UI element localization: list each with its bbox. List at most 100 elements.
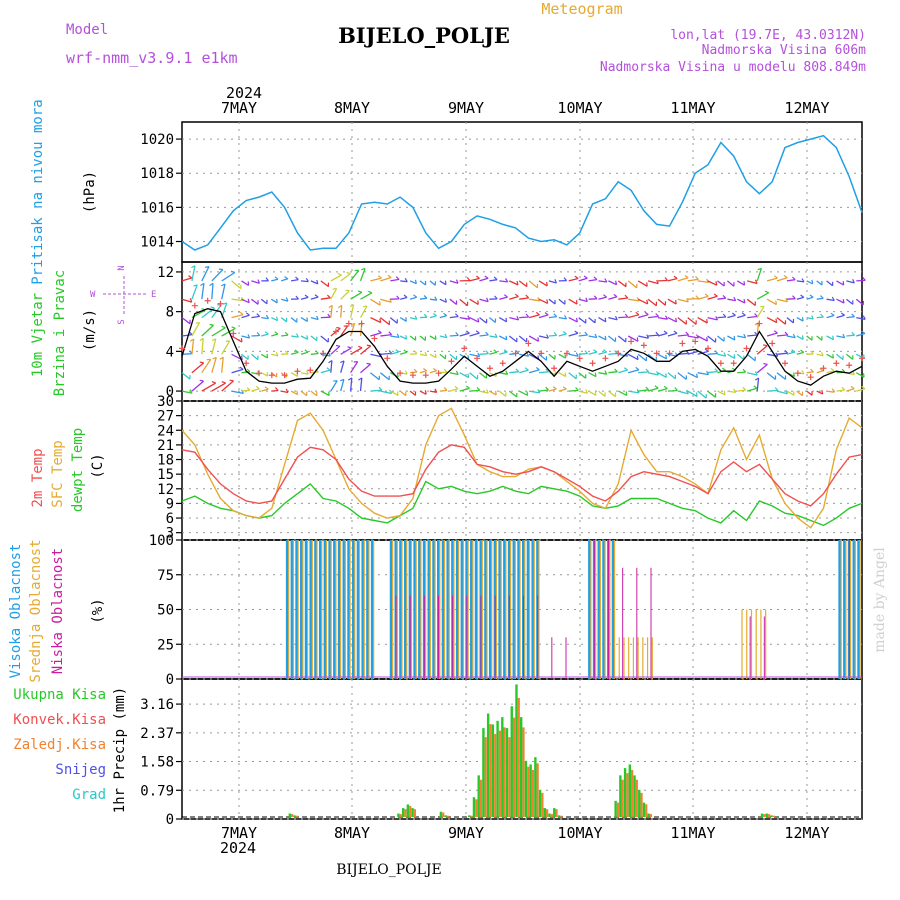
- wind-barb-tip: [434, 388, 438, 393]
- wind-barb: [647, 280, 659, 285]
- high-cloud-bar: [314, 540, 317, 679]
- wind-barb: [211, 327, 226, 337]
- wind-barb: [400, 351, 408, 355]
- high-cloud-bar: [512, 540, 516, 679]
- wind-barb-tip: [594, 391, 597, 396]
- gust-marker: [666, 350, 673, 357]
- wind-barb: [717, 390, 726, 396]
- wind-barb: [538, 353, 547, 361]
- wind-barb: [370, 298, 381, 306]
- wind-barb: [747, 280, 758, 285]
- wind-barb-tip: [275, 352, 279, 357]
- wind-barb: [826, 353, 834, 359]
- wind-barb-tip: [809, 294, 814, 298]
- wind-barb: [786, 298, 796, 300]
- wind-barb-tip: [414, 279, 417, 284]
- strat-precip-bar: [475, 799, 478, 817]
- wind-barb: [380, 352, 392, 355]
- wind-barb-tip: [265, 314, 270, 319]
- low-cloud-bar: [409, 595, 411, 679]
- wind-barb: [181, 333, 193, 337]
- wind-barb: [498, 317, 507, 323]
- wind-barb-tip: [403, 349, 408, 353]
- wind-barb: [439, 298, 447, 303]
- high-cloud-bar: [427, 540, 431, 679]
- high-cloud-bar: [857, 540, 860, 679]
- wind-barb-tip: [775, 352, 779, 357]
- wind-barb: [489, 335, 498, 338]
- wind-barb: [568, 353, 579, 357]
- mid-cloud-bar: [533, 540, 535, 679]
- wind-barb: [767, 389, 778, 392]
- wind-barb-tip: [285, 388, 289, 393]
- station-title: BIJELO_POLJE: [338, 23, 510, 48]
- wind-unit: (m/s): [82, 309, 98, 351]
- wind-barb: [578, 277, 588, 282]
- wind-barb: [548, 280, 557, 284]
- wind-barb: [300, 280, 309, 283]
- wind-barb-tip: [664, 277, 669, 281]
- wind-barb: [350, 270, 360, 282]
- wind-barb: [608, 390, 616, 398]
- mid-cloud-bar: [595, 540, 597, 679]
- gust-marker: [679, 340, 686, 347]
- mid-cloud-bar: [646, 637, 649, 679]
- wind-barb: [300, 335, 308, 340]
- wind-barb: [538, 298, 548, 304]
- high-cloud-bar: [399, 540, 402, 679]
- mid-cloud-bar: [599, 540, 601, 679]
- wind-barb: [449, 298, 457, 306]
- wind-barb-tip: [327, 313, 331, 318]
- mid-cloud-bar: [590, 540, 592, 679]
- precipitation-tick-label: 3.16: [140, 697, 174, 713]
- wind-barb-tip: [335, 344, 341, 347]
- strat-precip-bar: [763, 814, 766, 817]
- mid-cloud-bar: [467, 540, 469, 679]
- wind-barb-tip: [443, 386, 448, 391]
- wind-barb: [578, 372, 587, 379]
- wind-barb: [588, 351, 597, 355]
- wind-barb: [707, 295, 718, 300]
- wind-barb: [826, 280, 834, 287]
- wind-barb-tip: [785, 297, 789, 303]
- wind-barb: [766, 353, 778, 357]
- wind-barb-tip: [413, 368, 418, 373]
- wind-barb-tip: [377, 275, 382, 279]
- wind-barb-tip: [361, 267, 366, 271]
- wind-barb: [528, 369, 540, 374]
- wind-barb: [806, 296, 814, 300]
- wind-barb-tip: [467, 355, 470, 360]
- total-precip-bar: [524, 760, 528, 817]
- wind-barb: [181, 353, 193, 355]
- wind-barb: [856, 316, 866, 320]
- wind-barb-tip: [256, 313, 261, 317]
- gust-marker: [628, 338, 635, 345]
- wind-speed-line: [181, 308, 863, 386]
- wind-barb: [518, 335, 528, 343]
- wind-barb-tip: [784, 349, 789, 354]
- wind-barb-tip: [304, 349, 309, 353]
- high-cloud-bar: [838, 540, 841, 679]
- wind-barb-tip: [395, 276, 400, 280]
- wind-barb: [737, 314, 746, 319]
- wind-barb: [449, 315, 459, 319]
- wind-barb-tip: [585, 297, 588, 302]
- wind-barb-tip: [862, 277, 866, 281]
- wind-barb: [499, 296, 508, 300]
- gust-marker: [179, 345, 185, 352]
- wind-barb: [836, 298, 845, 304]
- gust-marker: [204, 297, 211, 304]
- wind-barb-tip: [820, 295, 824, 299]
- wind-barb-tip: [245, 312, 250, 316]
- wind-barb-tip: [831, 388, 835, 393]
- total-precip-bar: [548, 813, 551, 817]
- wind-barb-tip: [664, 315, 669, 320]
- clouds-tick-label: 75: [157, 568, 174, 584]
- wind-barb: [281, 353, 289, 355]
- low-cloud-bar: [466, 595, 468, 679]
- gust-marker: [576, 355, 583, 362]
- wind-barb-tip: [305, 370, 309, 375]
- gust-marker: [756, 320, 763, 327]
- wind-barb: [717, 280, 725, 287]
- wind-barb: [558, 353, 567, 359]
